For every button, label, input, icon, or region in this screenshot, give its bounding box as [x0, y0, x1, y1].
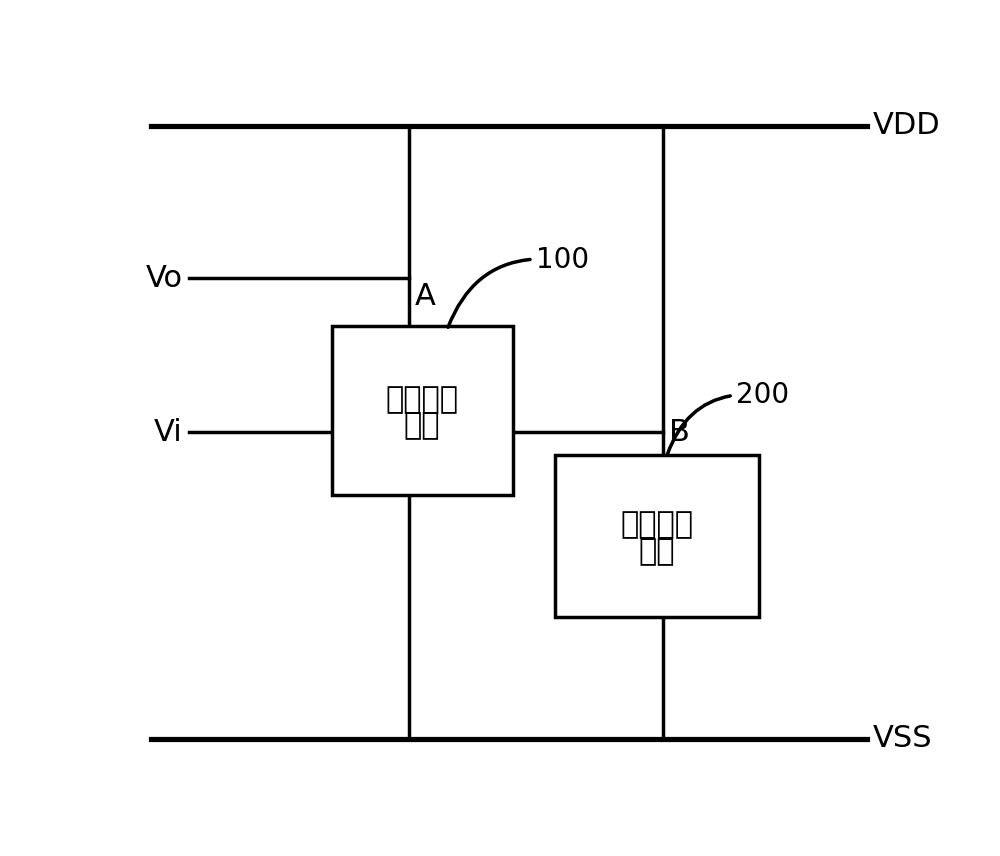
Text: Vi: Vi: [154, 418, 183, 447]
Text: 200: 200: [667, 381, 789, 455]
Bar: [555, 455, 759, 617]
Text: VSS: VSS: [873, 724, 932, 753]
Text: 100: 100: [448, 247, 589, 327]
Text: A: A: [415, 282, 436, 311]
Text: 单元: 单元: [639, 537, 675, 566]
Text: B: B: [669, 418, 690, 447]
Bar: [332, 326, 512, 496]
Text: 第二开关: 第二开关: [620, 510, 693, 539]
Text: 第一开关: 第一开关: [386, 384, 459, 413]
Text: Vo: Vo: [146, 264, 183, 293]
Text: VDD: VDD: [873, 111, 940, 140]
Text: 单元: 单元: [404, 412, 440, 441]
